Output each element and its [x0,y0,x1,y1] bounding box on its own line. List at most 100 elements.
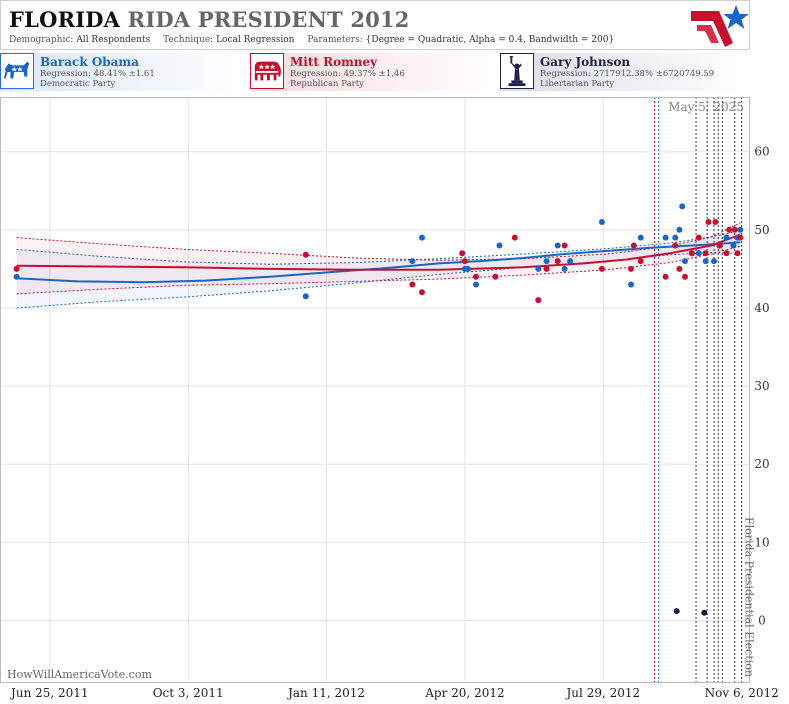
candidate-obama[interactable]: Barack Obama Regression: 48.41% ±1.61 De… [0,53,247,91]
poll-point [662,273,669,280]
poll-point [695,234,702,241]
poll-point [473,281,479,288]
candidate-johnson[interactable]: Gary Johnson Regression: 2717912.38% ±67… [500,53,747,91]
poll-point [637,234,644,241]
poll-point [543,265,550,272]
x-axis: Jun 25, 2011 Oct 3, 2011 Jan 11, 2012 Apr 2… [9,686,779,700]
poll-point [702,250,709,257]
poll-point [673,608,680,615]
y-tick-label: 60 [754,145,769,159]
confidence-band [16,222,741,294]
poll-point [535,297,542,304]
x-tick-label: Jun 25, 2011 [9,686,89,700]
poll-point [561,242,568,249]
date-label: May 5, 2025 [668,100,744,114]
candidate-legend: Barack Obama Regression: 48.41% ±1.61 De… [0,53,750,93]
poll-point [637,258,644,265]
header: FLORIDA RIDA PRESIDENT 2012 Demographic:… [0,0,750,50]
poll-point [554,258,561,265]
poll-point [461,258,468,265]
poll-point [473,273,479,280]
poll-point [702,258,709,265]
grid [0,97,750,683]
band-lower-line [16,251,741,309]
title-race: RIDA PRESIDENT 2012 [127,7,410,32]
poll-point [409,281,416,288]
poll-point [543,258,550,265]
poll-point [409,258,416,265]
x-tick-label: Jul 29, 2012 [565,686,641,700]
poll-point [419,234,425,241]
band-upper-line [16,222,741,261]
candidate-romney[interactable]: Mitt Romney Regression: 49.37% ±1.46 Rep… [250,53,497,91]
y-tick-label: 10 [754,535,769,549]
technique-label: Technique: [163,35,214,45]
poll-point [716,242,723,249]
poll-point [598,265,605,272]
poll-point [567,258,574,265]
poll-point [672,234,679,241]
star-flag-logo-icon [691,5,749,47]
poll-point [419,289,425,296]
band-upper-line [16,230,741,265]
candidate-party: Libertarian Party [540,79,615,89]
poll-point [679,203,686,210]
candidate-party: Democratic Party [40,79,116,89]
poll-point [705,219,712,225]
y-tick-label: 50 [754,223,769,237]
poll-point [711,258,717,265]
poll-point [723,234,730,241]
poll-point [13,265,20,272]
poll-point [688,250,695,257]
poll-point [734,250,741,257]
trend-line [16,241,741,284]
demographic-label: Demographic: [9,35,74,45]
poll-point [535,265,542,272]
trend-lines [16,233,741,284]
poll-point [676,265,683,272]
confidence-bands [16,222,741,309]
demographic-value: All Respondents [76,35,151,45]
elephant-icon [250,53,284,89]
poll-point [628,281,634,288]
poll-point [302,293,309,300]
statue-of-liberty-icon [500,53,534,89]
y-tick-label: 30 [754,379,769,393]
x-tick-label: Oct 3, 2011 [153,686,224,700]
poll-point [737,234,744,241]
poll-point [682,258,688,265]
technique-value: Local Regression [216,35,295,45]
poll-point [712,219,719,225]
poll-point [598,219,605,225]
donkey-icon [0,53,34,89]
poll-point [726,226,733,233]
poll-point [723,250,730,257]
title-state: FLORIDA [9,7,121,32]
candidate-regression: Regression: 2717912.38% ±6720749.59 [540,69,715,79]
poll-point [628,265,634,272]
poll-point [682,273,688,280]
event-label: Florida Presidential Election [743,517,756,677]
x-tick-label: Nov 6, 2012 [705,686,779,700]
parameters-value: {Degree = Quadratic, Alpha = 0.4, Bandwi… [365,35,615,45]
poll-points [13,203,744,616]
poll-point [13,273,20,280]
poll-point [561,265,568,272]
poll-point [676,226,683,233]
x-tick-label: Jan 11, 2012 [286,686,365,700]
candidate-name: Mitt Romney [290,55,378,69]
y-axis: 0 10 20 30 40 50 60 [754,145,769,628]
poll-point [459,250,466,257]
plot-border [0,97,750,683]
y-tick-label: 40 [754,301,769,315]
y-tick-label: 0 [758,613,766,627]
poll-point [554,242,561,249]
x-tick-label: Apr 20, 2012 [424,686,504,700]
poll-point [492,273,499,280]
poll-point [701,609,708,616]
candidate-name: Gary Johnson [540,55,631,69]
trend-line [16,233,741,271]
poll-point [730,242,737,249]
poll-point [630,242,637,249]
poll-point [511,234,518,241]
